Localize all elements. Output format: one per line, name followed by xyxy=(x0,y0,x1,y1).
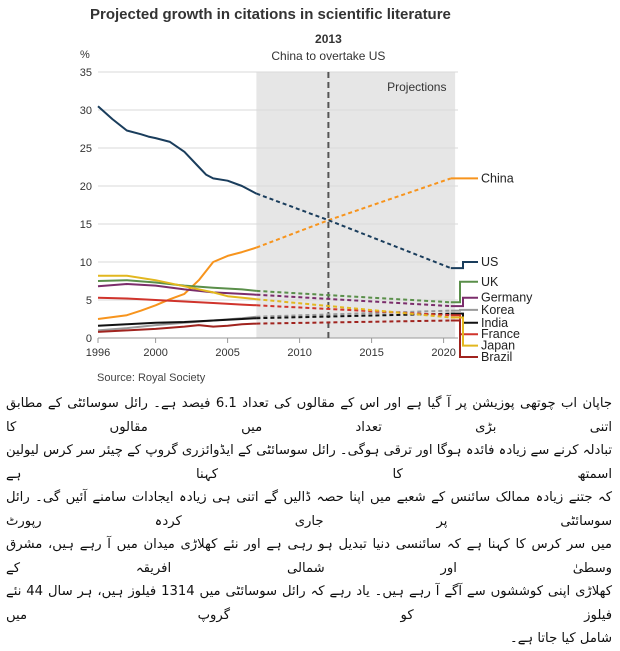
marker-text: China to overtake US xyxy=(271,49,385,63)
y-tick-label: 20 xyxy=(80,181,92,193)
article-line: میں سر کرس کا کہنا ہے کہ سائنسی دنیا تبد… xyxy=(6,537,612,576)
series-label-korea: Korea xyxy=(481,303,514,317)
line-chart: 0 5 10 15 20 25 30 35 1996 2000 2005 2010 2015 2020 P… xyxy=(80,32,533,364)
y-axis-unit: % xyxy=(80,49,90,61)
series-projection-korea xyxy=(256,309,451,318)
series-label-france: France xyxy=(481,327,520,341)
series-projection-uk xyxy=(256,289,451,304)
y-tick-label: 35 xyxy=(80,67,92,79)
article-line: تبادلہ کرنے سے زیادہ فائدہ ہوگا اور ترقی… xyxy=(6,443,612,482)
series-line-india xyxy=(97,317,257,327)
article-text: جاپان اب چوتھی پوزیشن پر آ گیا ہے اور اس… xyxy=(6,392,612,651)
chart-source: Source: Royal Society xyxy=(97,372,206,384)
series-line-us xyxy=(97,105,257,195)
series-label-us: US xyxy=(481,255,498,269)
series-label-china: China xyxy=(481,171,514,185)
label-connector-uk xyxy=(450,280,478,304)
series-label-india: India xyxy=(481,316,508,330)
x-tick-label: 2005 xyxy=(215,347,239,359)
series-line-germany xyxy=(97,283,257,296)
label-connector-japan xyxy=(450,316,478,347)
series-line-japan xyxy=(98,274,257,301)
series-line-brazil xyxy=(97,322,257,333)
series-projection-china xyxy=(256,177,452,249)
x-tick-label: 2015 xyxy=(359,347,383,359)
series-projection-us xyxy=(256,192,452,270)
article-line: جاپان اب چوتھی پوزیشن پر آ گیا ہے اور اس… xyxy=(6,396,612,435)
x-tick-label: 2020 xyxy=(431,347,455,359)
x-tick-label: 2010 xyxy=(287,347,311,359)
projection-label: Projections xyxy=(387,80,446,94)
series-projection-japan xyxy=(256,298,451,319)
x-tick-label: 2000 xyxy=(143,347,167,359)
series-label-japan: Japan xyxy=(481,339,515,353)
axes: 0 5 10 15 20 25 30 35 1996 2000 2005 2010 2015 2020 xyxy=(80,67,458,359)
y-tick-label: 0 xyxy=(86,333,92,345)
chart-title: Projected growth in citations in scienti… xyxy=(90,6,451,23)
article-line: کہ جتنے زیادہ ممالک سائنس کے شعبے میں اپ… xyxy=(6,490,612,529)
x-tick-label: 1996 xyxy=(86,347,110,359)
article-line: کھلاڑی اپنی کوششوں سے آگے آ رہے ہیں۔ یاد… xyxy=(6,584,612,623)
y-tick-label: 30 xyxy=(80,105,92,117)
series-lines xyxy=(97,105,452,333)
y-tick-label: 5 xyxy=(86,295,92,307)
y-tick-label: 10 xyxy=(80,257,92,269)
y-tick-label: 25 xyxy=(80,143,92,155)
series-projection-brazil xyxy=(256,319,451,325)
label-connector-us xyxy=(450,261,478,270)
label-connector-germany xyxy=(450,296,478,308)
series-label-germany: Germany xyxy=(481,291,533,305)
label-connector-korea xyxy=(450,308,478,312)
series-label-brazil: Brazil xyxy=(481,350,512,364)
marker-year: 2013 xyxy=(315,32,342,46)
series-end-labels: China US UK GermanyKoreaIndiaFranceJapanBra… xyxy=(450,171,533,364)
label-connector-brazil xyxy=(450,319,478,358)
series-line-china xyxy=(97,246,257,320)
series-line-france xyxy=(97,296,257,307)
y-tick-label: 15 xyxy=(80,219,92,231)
series-label-uk: UK xyxy=(481,275,499,289)
series-projection-germany xyxy=(256,293,451,308)
article-line: شامل کیا جاتا ہے۔ xyxy=(509,631,612,646)
